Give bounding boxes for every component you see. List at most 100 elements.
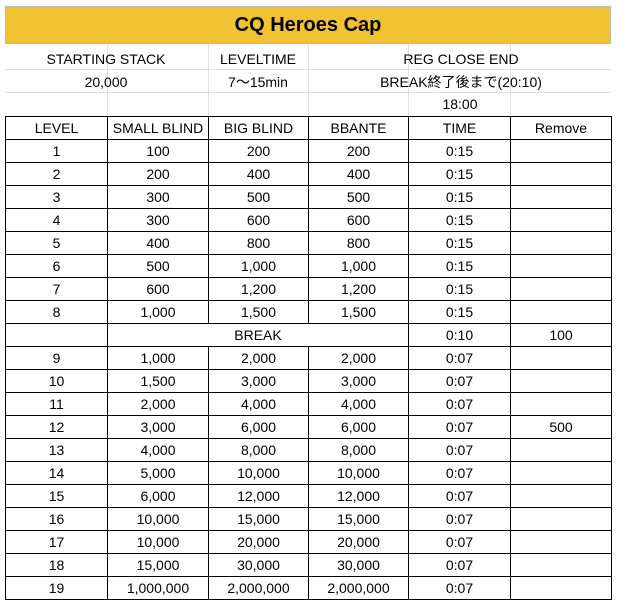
small-blind-cell[interactable]: 1,000 — [107, 346, 209, 370]
remove-cell[interactable] — [510, 369, 612, 393]
remove-cell[interactable]: 500 — [510, 415, 612, 439]
time-cell[interactable]: 0:07 — [408, 576, 511, 600]
remove-cell[interactable] — [510, 254, 612, 278]
time-cell[interactable]: 0:07 — [408, 346, 511, 370]
level-cell[interactable]: 19 — [5, 576, 108, 600]
bbante-cell[interactable]: 1,500 — [308, 300, 409, 324]
level-cell[interactable]: 4 — [5, 208, 108, 232]
big-blind-cell[interactable]: 1,500 — [208, 300, 309, 324]
big-blind-cell[interactable]: 400 — [208, 162, 309, 186]
small-blind-cell[interactable]: 500 — [107, 254, 209, 278]
level-cell[interactable]: 12 — [5, 415, 108, 439]
break-label[interactable]: BREAK — [107, 323, 409, 347]
header-level[interactable]: LEVEL — [5, 116, 108, 140]
big-blind-cell[interactable]: 12,000 — [208, 484, 309, 508]
bbante-cell[interactable]: 500 — [308, 185, 409, 209]
big-blind-cell[interactable]: 10,000 — [208, 461, 309, 485]
remove-cell[interactable] — [510, 530, 612, 554]
time-cell[interactable]: 0:07 — [408, 484, 511, 508]
reg-close-time[interactable]: 18:00 — [442, 96, 478, 112]
time-cell[interactable]: 0:07 — [408, 461, 511, 485]
big-blind-cell[interactable]: 1,000 — [208, 254, 309, 278]
big-blind-cell[interactable]: 30,000 — [208, 553, 309, 577]
leveltime-label[interactable]: LEVELTIME — [220, 51, 296, 67]
big-blind-cell[interactable]: 600 — [208, 208, 309, 232]
bbante-cell[interactable]: 8,000 — [308, 438, 409, 462]
remove-cell[interactable] — [510, 162, 612, 186]
remove-cell[interactable] — [510, 576, 612, 600]
small-blind-cell[interactable]: 300 — [107, 185, 209, 209]
remove-cell[interactable] — [510, 185, 612, 209]
level-cell[interactable]: 5 — [5, 231, 108, 255]
big-blind-cell[interactable]: 2,000 — [208, 346, 309, 370]
bbante-cell[interactable]: 15,000 — [308, 507, 409, 531]
bbante-cell[interactable]: 12,000 — [308, 484, 409, 508]
level-cell[interactable]: 1 — [5, 139, 108, 163]
time-cell[interactable]: 0:07 — [408, 530, 511, 554]
small-blind-cell[interactable]: 10,000 — [107, 507, 209, 531]
bbante-cell[interactable]: 10,000 — [308, 461, 409, 485]
big-blind-cell[interactable]: 2,000,000 — [208, 576, 309, 600]
starting-stack-value[interactable]: 20,000 — [84, 74, 128, 90]
bbante-cell[interactable]: 200 — [308, 139, 409, 163]
small-blind-cell[interactable]: 5,000 — [107, 461, 209, 485]
time-cell[interactable]: 0:07 — [408, 438, 511, 462]
time-cell[interactable]: 0:15 — [408, 208, 511, 232]
level-cell[interactable]: 17 — [5, 530, 108, 554]
remove-cell[interactable] — [510, 208, 612, 232]
remove-cell[interactable]: 100 — [510, 323, 612, 347]
time-cell[interactable]: 0:15 — [408, 185, 511, 209]
time-cell[interactable]: 0:10 — [408, 323, 511, 347]
big-blind-cell[interactable]: 500 — [208, 185, 309, 209]
reg-close-label[interactable]: REG CLOSE END — [403, 51, 519, 67]
small-blind-cell[interactable]: 10,000 — [107, 530, 209, 554]
level-cell[interactable]: 11 — [5, 392, 108, 416]
remove-cell[interactable] — [510, 484, 612, 508]
time-cell[interactable]: 0:15 — [408, 277, 511, 301]
time-cell[interactable]: 0:07 — [408, 553, 511, 577]
header-bbante[interactable]: BBANTE — [308, 116, 409, 140]
big-blind-cell[interactable]: 8,000 — [208, 438, 309, 462]
bbante-cell[interactable]: 30,000 — [308, 553, 409, 577]
big-blind-cell[interactable]: 3,000 — [208, 369, 309, 393]
header-small-blind[interactable]: SMALL BLIND — [107, 116, 209, 140]
level-cell[interactable]: 6 — [5, 254, 108, 278]
header-big-blind[interactable]: BIG BLIND — [208, 116, 309, 140]
remove-cell[interactable] — [510, 139, 612, 163]
time-cell[interactable]: 0:15 — [408, 139, 511, 163]
bbante-cell[interactable]: 2,000,000 — [308, 576, 409, 600]
remove-cell[interactable] — [510, 392, 612, 416]
small-blind-cell[interactable]: 1,000,000 — [107, 576, 209, 600]
small-blind-cell[interactable]: 200 — [107, 162, 209, 186]
bbante-cell[interactable]: 2,000 — [308, 346, 409, 370]
level-cell[interactable]: 18 — [5, 553, 108, 577]
bbante-cell[interactable]: 4,000 — [308, 392, 409, 416]
bbante-cell[interactable]: 1,000 — [308, 254, 409, 278]
level-cell[interactable]: 8 — [5, 300, 108, 324]
small-blind-cell[interactable]: 2,000 — [107, 392, 209, 416]
level-cell[interactable]: 9 — [5, 346, 108, 370]
time-cell[interactable]: 0:07 — [408, 369, 511, 393]
bbante-cell[interactable]: 600 — [308, 208, 409, 232]
small-blind-cell[interactable]: 600 — [107, 277, 209, 301]
level-cell[interactable]: 2 — [5, 162, 108, 186]
big-blind-cell[interactable]: 200 — [208, 139, 309, 163]
time-cell[interactable]: 0:07 — [408, 392, 511, 416]
big-blind-cell[interactable]: 1,200 — [208, 277, 309, 301]
starting-stack-label[interactable]: STARTING STACK — [46, 51, 166, 67]
small-blind-cell[interactable]: 400 — [107, 231, 209, 255]
big-blind-cell[interactable]: 6,000 — [208, 415, 309, 439]
break-level-cell[interactable] — [5, 323, 108, 347]
small-blind-cell[interactable]: 300 — [107, 208, 209, 232]
bbante-cell[interactable]: 400 — [308, 162, 409, 186]
level-cell[interactable]: 14 — [5, 461, 108, 485]
tournament-title[interactable]: CQ Heroes Cap — [5, 6, 611, 44]
remove-cell[interactable] — [510, 553, 612, 577]
big-blind-cell[interactable]: 20,000 — [208, 530, 309, 554]
remove-cell[interactable] — [510, 277, 612, 301]
header-time[interactable]: TIME — [408, 116, 511, 140]
big-blind-cell[interactable]: 800 — [208, 231, 309, 255]
level-cell[interactable]: 10 — [5, 369, 108, 393]
time-cell[interactable]: 0:15 — [408, 231, 511, 255]
small-blind-cell[interactable]: 4,000 — [107, 438, 209, 462]
